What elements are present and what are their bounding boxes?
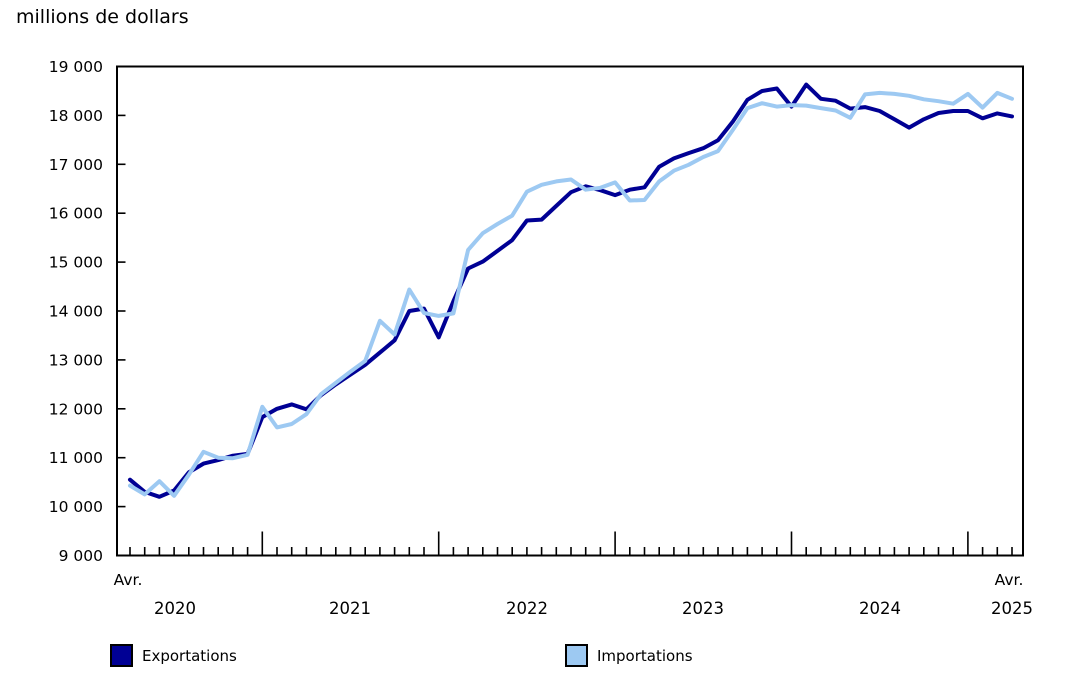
legend-label-exportations: Exportations	[142, 646, 237, 665]
x-start-month-label: Avr.	[114, 571, 143, 589]
importations-swatch-icon	[565, 644, 588, 667]
legend-label-importations: Importations	[597, 646, 693, 665]
y-tick-label: 14 000	[49, 303, 103, 321]
x-year-label: 2021	[329, 599, 371, 618]
y-tick-label: 16 000	[49, 205, 103, 223]
y-tick-label: 15 000	[49, 254, 103, 272]
exportations-swatch-icon	[110, 644, 133, 667]
x-year-label: 2025	[991, 599, 1033, 618]
series-exportations	[128, 82, 1014, 499]
x-year-label: 2024	[859, 599, 901, 618]
series-importations	[128, 90, 1014, 498]
y-tick-label: 18 000	[49, 107, 103, 125]
legend: Exportations Importations	[0, 644, 1068, 674]
legend-item-exportations: Exportations	[110, 644, 237, 667]
plot-border	[116, 65, 1024, 557]
x-year-label: 2020	[154, 599, 196, 618]
y-tick-label: 9 000	[59, 547, 103, 565]
legend-item-importations: Importations	[565, 644, 693, 667]
y-tick-label: 19 000	[49, 58, 103, 76]
y-tick-label: 11 000	[49, 449, 103, 467]
y-axis-title: millions de dollars	[16, 6, 189, 28]
y-tick-label: 10 000	[49, 498, 103, 516]
y-tick-label: 17 000	[49, 156, 103, 174]
x-end-month-label: Avr.	[995, 571, 1024, 589]
x-year-label: 2023	[682, 599, 724, 618]
x-year-label: 2022	[506, 599, 548, 618]
y-tick-label: 12 000	[49, 400, 103, 418]
y-tick-label: 13 000	[49, 351, 103, 369]
